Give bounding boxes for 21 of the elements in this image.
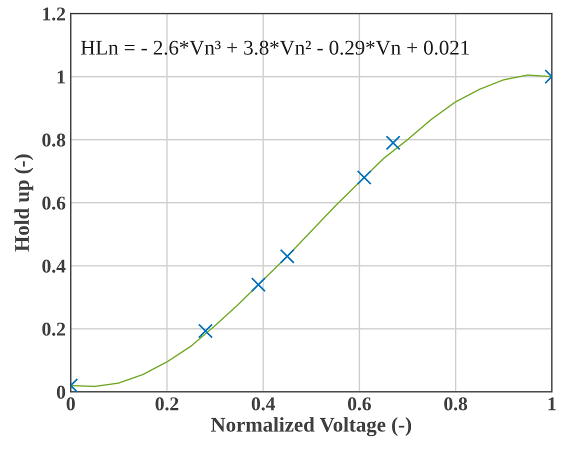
y-tick-label: 0.4: [42, 260, 66, 273]
y-axis-title: Hold up (-): [14, 154, 34, 252]
x-tick-label: 0: [66, 397, 75, 410]
x-tick-label: 0.4: [252, 397, 275, 410]
annotation: HLn = - 2.6*Vn³ + 3.8*Vn² - 0.29*Vn + 0.021: [80, 40, 469, 55]
y-tick-label: 1: [58, 70, 65, 84]
line-series: [70, 74, 552, 388]
y-tick-label: 0.2: [42, 322, 66, 336]
y-tick-label: 0: [56, 386, 66, 399]
x-tick-label: 0.6: [348, 397, 371, 410]
y-tick-label: 0.8: [42, 133, 66, 147]
y-tick-label: 0.6: [42, 196, 66, 210]
x-tick-label: 1: [548, 397, 556, 410]
point: [280, 248, 295, 264]
x-tick-label: 0.8: [444, 397, 468, 410]
x-axis-title: Normalized Voltage (-): [211, 417, 412, 436]
point: [198, 324, 213, 338]
point: [250, 277, 266, 292]
x-tick-label: 0.2: [156, 397, 178, 410]
point: [356, 170, 372, 185]
y-tick-label: 1.2: [43, 7, 66, 21]
